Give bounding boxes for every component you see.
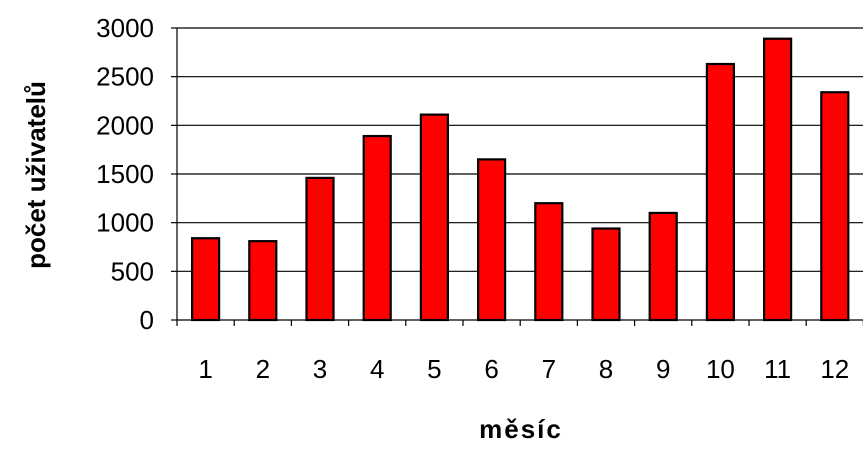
bar [191, 237, 221, 322]
x-tick-label: 4 [370, 354, 384, 384]
bar [762, 37, 793, 322]
x-tick-label: 3 [313, 354, 327, 384]
bar [705, 62, 736, 322]
x-tick-label: 5 [427, 354, 441, 384]
bar [534, 202, 564, 322]
x-tick-label: 2 [256, 354, 270, 384]
y-tick-label: 1000 [96, 208, 154, 238]
y-tick-label: 3000 [96, 13, 154, 43]
y-tick-labels: 0 500 1000 1500 2000 2500 3000 [96, 13, 154, 335]
x-tick-label: 11 [764, 354, 791, 384]
x-tick-label: 6 [484, 354, 498, 384]
bar [248, 240, 278, 322]
x-axis-title: měsíc [479, 414, 563, 444]
x-tick-labels: 1 2 3 4 5 6 7 8 9 10 11 12 [198, 354, 849, 384]
y-tick-label: 2000 [96, 110, 154, 140]
y-tick-label: 500 [111, 256, 154, 286]
bar [820, 91, 850, 322]
y-tick-label: 1500 [96, 159, 154, 189]
y-axis-title: počet uživatelů [21, 81, 51, 269]
bar [305, 176, 335, 322]
y-tick-label: 2500 [96, 62, 154, 92]
bar [648, 211, 678, 322]
x-tick-label: 9 [656, 354, 670, 384]
bar [419, 113, 449, 322]
bar [362, 134, 392, 322]
bar [477, 158, 507, 322]
axes [171, 27, 863, 326]
y-tick-label: 0 [140, 305, 154, 335]
x-tick-label: 12 [820, 354, 849, 384]
gridlines [177, 27, 863, 272]
x-tick-label: 10 [706, 354, 735, 384]
x-tick-label: 1 [198, 354, 212, 384]
bars [191, 37, 850, 322]
x-tick-label: 8 [599, 354, 613, 384]
bar [591, 227, 621, 322]
x-tick-label: 7 [542, 354, 556, 384]
